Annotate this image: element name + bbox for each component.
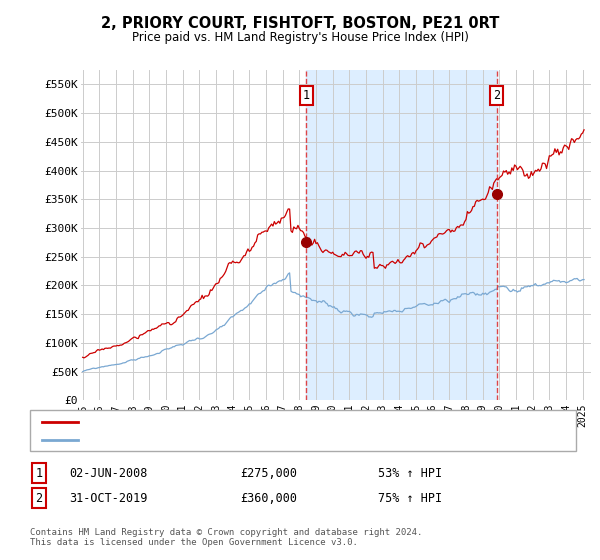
Text: Price paid vs. HM Land Registry's House Price Index (HPI): Price paid vs. HM Land Registry's House … <box>131 31 469 44</box>
Text: HPI: Average price, detached house, Boston: HPI: Average price, detached house, Bost… <box>87 435 349 445</box>
Text: 31-OCT-2019: 31-OCT-2019 <box>69 492 148 505</box>
Text: 2: 2 <box>493 90 500 102</box>
Text: 2: 2 <box>35 492 43 505</box>
Text: 2, PRIORY COURT, FISHTOFT, BOSTON, PE21 0RT (detached house): 2, PRIORY COURT, FISHTOFT, BOSTON, PE21 … <box>87 417 462 427</box>
Text: 75% ↑ HPI: 75% ↑ HPI <box>378 492 442 505</box>
Text: 2, PRIORY COURT, FISHTOFT, BOSTON, PE21 0RT: 2, PRIORY COURT, FISHTOFT, BOSTON, PE21 … <box>101 16 499 31</box>
Text: Contains HM Land Registry data © Crown copyright and database right 2024.
This d: Contains HM Land Registry data © Crown c… <box>30 528 422 547</box>
Text: 02-JUN-2008: 02-JUN-2008 <box>69 466 148 480</box>
Text: 1: 1 <box>303 90 310 102</box>
Text: 53% ↑ HPI: 53% ↑ HPI <box>378 466 442 480</box>
Text: 1: 1 <box>35 466 43 480</box>
Text: £275,000: £275,000 <box>240 466 297 480</box>
Bar <box>307 70 497 400</box>
Text: £360,000: £360,000 <box>240 492 297 505</box>
